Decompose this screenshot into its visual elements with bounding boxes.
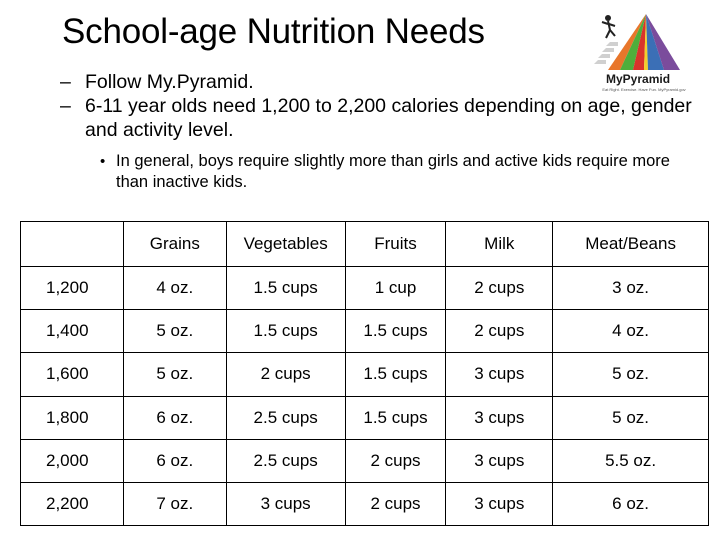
- table-cell: 3 cups: [445, 438, 554, 483]
- header-cell: Vegetables: [225, 221, 346, 267]
- calorie-cell: 1,200: [20, 265, 124, 311]
- dot-marker: •: [100, 153, 106, 170]
- table-cell: 2 cups: [344, 438, 447, 483]
- table-cell: 2.5 cups: [225, 438, 346, 483]
- bullet-item: – 6-11 year olds need 1,200 to 2,200 cal…: [60, 94, 700, 142]
- table-row: 1,400 5 oz. 1.5 cups 1.5 cups 2 cups 4 o…: [20, 309, 709, 354]
- logo-tagline: Eat Right. Exercise. Have Fun. MyPyramid…: [602, 87, 686, 92]
- table-cell: 3 cups: [445, 395, 554, 440]
- bullet-item: – Follow My.Pyramid.: [60, 70, 700, 94]
- bullet-text: 6-11 year olds need 1,200 to 2,200 calor…: [85, 95, 692, 141]
- calorie-cell: 1,400: [20, 309, 124, 354]
- table-cell: 1 cup: [344, 265, 447, 311]
- table-cell: 6 oz.: [552, 481, 709, 527]
- bullet-text: Follow My.Pyramid.: [85, 71, 254, 93]
- table-row: 2,200 7 oz. 3 cups 2 cups 3 cups 6 oz.: [20, 481, 709, 527]
- table-row: 1,200 4 oz. 1.5 cups 1 cup 2 cups 3 oz.: [20, 265, 709, 311]
- bullet-list: – Follow My.Pyramid. – 6-11 year olds ne…: [60, 70, 700, 193]
- slide-title: School-age Nutrition Needs: [62, 12, 485, 51]
- table-cell: 4 oz.: [122, 265, 227, 311]
- table-cell: 5 oz.: [552, 352, 709, 397]
- header-cell: Fruits: [344, 221, 447, 267]
- dash-marker: –: [60, 95, 71, 117]
- pyramid-icon: [594, 14, 680, 70]
- header-cell: Milk: [445, 221, 554, 267]
- table-cell: 6 oz.: [122, 438, 227, 483]
- table-cell: 1.5 cups: [225, 265, 346, 311]
- header-cell: [20, 221, 124, 267]
- table-cell: 5 oz.: [122, 309, 227, 354]
- table-header-row: Grains Vegetables Fruits Milk Meat/Beans: [20, 221, 709, 267]
- table-cell: 5.5 oz.: [552, 438, 709, 483]
- table-cell: 3 cups: [445, 481, 554, 527]
- table-cell: 3 cups: [445, 352, 554, 397]
- table-cell: 1.5 cups: [344, 309, 447, 354]
- table-cell: 1.5 cups: [344, 395, 447, 440]
- table-cell: 7 oz.: [122, 481, 227, 527]
- table-cell: 2 cups: [445, 309, 554, 354]
- calorie-cell: 1,800: [20, 395, 124, 440]
- table-row: 2,000 6 oz. 2.5 cups 2 cups 3 cups 5.5 o…: [20, 438, 709, 483]
- calorie-cell: 2,200: [20, 481, 124, 527]
- mypyramid-logo: MyPyramid Eat Right. Exercise. Have Fun.…: [588, 8, 696, 106]
- table-cell: 2 cups: [344, 481, 447, 527]
- calorie-cell: 1,600: [20, 352, 124, 397]
- table-cell: 3 cups: [225, 481, 346, 527]
- table-cell: 4 oz.: [552, 309, 709, 354]
- logo-wordmark: MyPyramid: [606, 72, 671, 86]
- calorie-cell: 2,000: [20, 438, 124, 483]
- table-cell: 1.5 cups: [225, 309, 346, 354]
- sub-bullet-item: • In general, boys require slightly more…: [100, 151, 700, 193]
- table-cell: 2 cups: [445, 265, 554, 311]
- header-cell: Grains: [122, 221, 227, 267]
- table-cell: 6 oz.: [122, 395, 227, 440]
- table-cell: 5 oz.: [122, 352, 227, 397]
- dash-marker: –: [60, 71, 71, 93]
- table-cell: 3 oz.: [552, 265, 709, 311]
- table-cell: 1.5 cups: [344, 352, 447, 397]
- header-cell: Meat/Beans: [552, 221, 709, 267]
- table-cell: 5 oz.: [552, 395, 709, 440]
- table-row: 1,800 6 oz. 2.5 cups 1.5 cups 3 cups 5 o…: [20, 395, 709, 440]
- table-cell: 2 cups: [225, 352, 346, 397]
- sub-bullet-text: In general, boys require slightly more t…: [116, 152, 670, 191]
- nutrition-table: Grains Vegetables Fruits Milk Meat/Beans…: [20, 221, 709, 527]
- table-cell: 2.5 cups: [225, 395, 346, 440]
- table-row: 1,600 5 oz. 2 cups 1.5 cups 3 cups 5 oz.: [20, 352, 709, 397]
